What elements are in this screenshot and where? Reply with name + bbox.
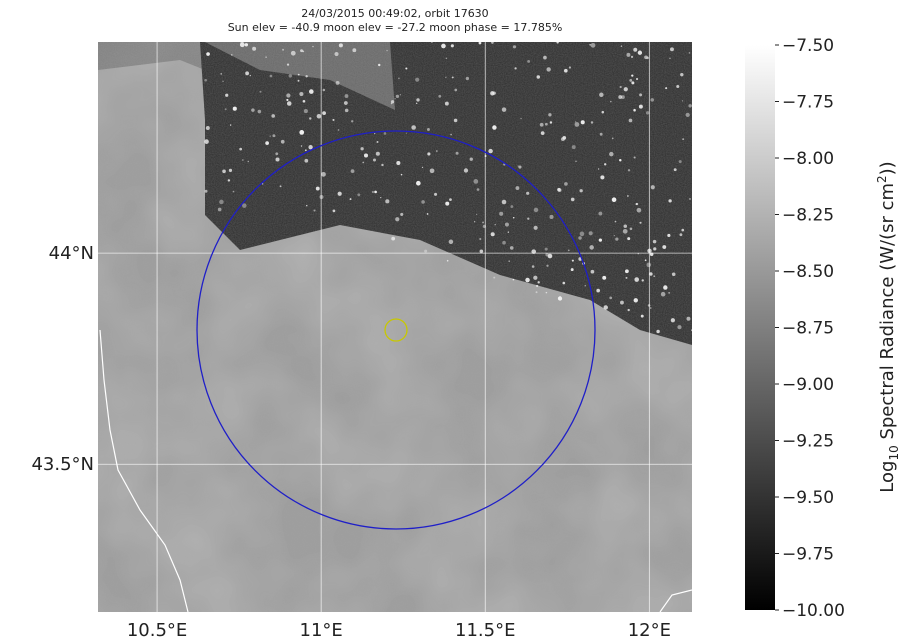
- colorbar-tick-label: −9.50: [782, 488, 834, 508]
- label-part: Spectral Radiance (W/(sr cm: [877, 183, 898, 445]
- colorbar-tick-label: −7.50: [782, 36, 834, 56]
- colorbar-tick-label: −9.00: [782, 375, 834, 395]
- label-part: 10: [887, 445, 899, 460]
- x-tick-label: 11.5°E: [455, 620, 515, 640]
- colorbar: [745, 45, 775, 610]
- colorbar-tick-label: −8.00: [782, 149, 834, 169]
- coastline: [99, 329, 189, 612]
- title-line: 24/03/2015 00:49:02, orbit 17630: [301, 7, 488, 20]
- label-part: Log: [877, 461, 898, 493]
- y-tick-label: 43.5°N: [31, 454, 94, 475]
- colorbar-tick-label: −9.25: [782, 432, 834, 452]
- colorbar-tick-label: −8.50: [782, 262, 834, 282]
- colorbar-tick-label: −7.75: [782, 93, 834, 113]
- label-part: 2: [875, 175, 889, 183]
- x-tick-label: 12°E: [628, 620, 671, 640]
- site-marker: [384, 318, 408, 342]
- title-line: Sun elev = -40.9 moon elev = -27.2 moon …: [228, 21, 563, 34]
- x-tick-label: 11°E: [300, 620, 343, 640]
- coastline: [659, 589, 692, 612]
- x-tick-label: 10.5°E: [127, 620, 187, 640]
- map-image: [98, 42, 692, 612]
- colorbar-tick-label: −8.25: [782, 206, 834, 226]
- colorbar-tick-label: −10.00: [782, 601, 845, 621]
- range-circle: [196, 130, 596, 530]
- label-part: )): [877, 161, 898, 175]
- y-tick-label: 44°N: [49, 243, 94, 264]
- colorbar-tick-label: −8.75: [782, 319, 834, 339]
- colorbar-label: Log10 Spectral Radiance (W/(sr cm2)): [875, 161, 899, 492]
- colorbar-tick-label: −9.75: [782, 545, 834, 565]
